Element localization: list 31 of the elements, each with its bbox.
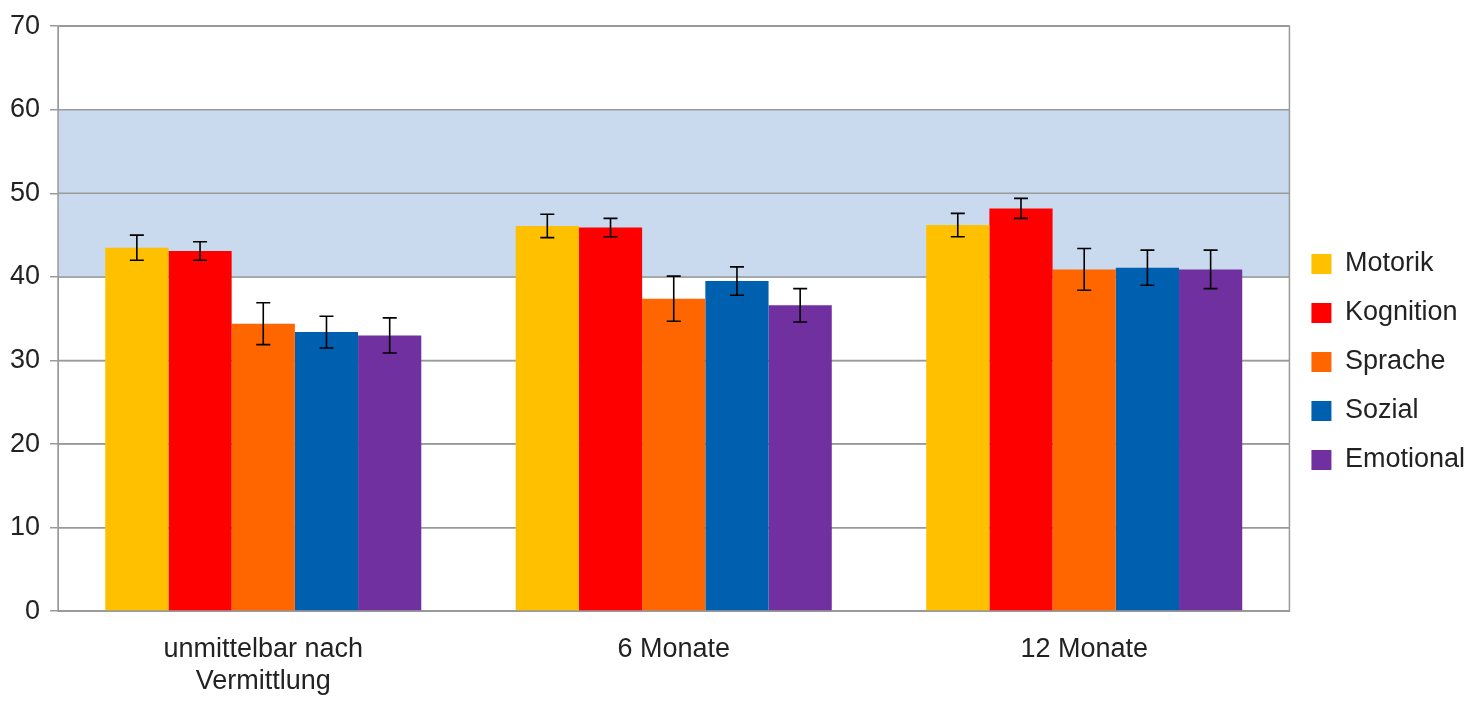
bar — [294, 332, 359, 611]
y-tick-label: 10 — [9, 511, 41, 542]
legend-label: Motorik — [1344, 247, 1434, 278]
bar — [515, 225, 579, 611]
x-tick-label: 6 Monate — [617, 632, 731, 663]
y-tick-label: 20 — [9, 427, 41, 458]
bar — [578, 227, 643, 611]
legend-label: Emotional — [1344, 443, 1466, 474]
bar — [231, 323, 295, 611]
y-tick-label: 0 — [25, 594, 41, 625]
bar — [989, 208, 1053, 611]
bar — [358, 335, 422, 611]
legend-label: Sprache — [1344, 345, 1446, 376]
legend-label: Sozial — [1344, 394, 1419, 425]
x-tick-label: unmittelbar nach Vermittlung — [163, 632, 364, 696]
legend-label: Kognition — [1344, 296, 1458, 327]
bar — [168, 251, 232, 611]
bar — [1115, 267, 1180, 611]
bar — [1179, 269, 1243, 611]
y-tick-label: 40 — [9, 260, 41, 291]
bar — [926, 225, 990, 611]
bar — [642, 298, 706, 611]
y-tick-label: 30 — [9, 343, 41, 374]
bar — [768, 305, 832, 611]
bar — [1052, 269, 1116, 611]
y-tick-label: 50 — [9, 176, 41, 207]
x-tick-label: 12 Monate — [1020, 632, 1148, 663]
y-tick-label: 70 — [9, 9, 41, 40]
bar — [705, 281, 769, 611]
bar — [105, 247, 169, 611]
y-tick-label: 60 — [9, 93, 41, 124]
